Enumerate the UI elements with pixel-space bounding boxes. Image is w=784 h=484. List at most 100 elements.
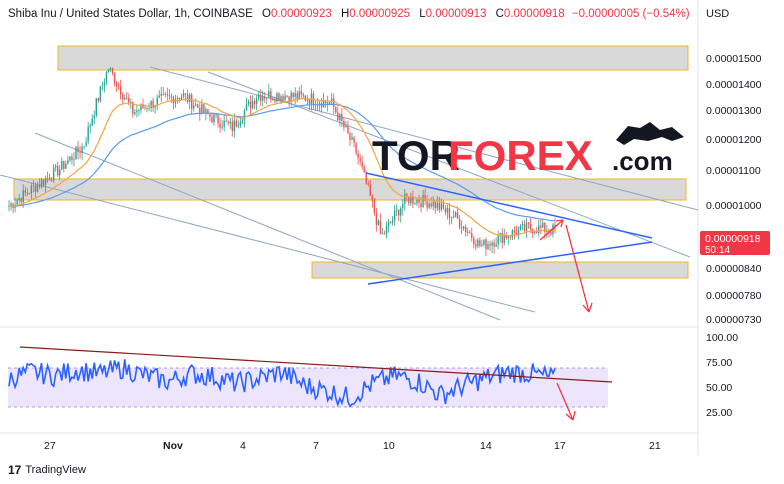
candle-body (393, 211, 396, 220)
candle-body (408, 196, 410, 204)
candle-body (52, 167, 55, 181)
candle-body (190, 94, 193, 109)
candle-body (489, 244, 491, 246)
candle-body (272, 99, 274, 101)
candle-body (507, 236, 510, 239)
candle-body (373, 200, 376, 213)
candle-body (385, 225, 388, 234)
candle-body (140, 104, 142, 111)
candle-body (32, 185, 35, 187)
candle-body (160, 93, 162, 96)
candle-body (473, 237, 475, 245)
candle-body (128, 98, 130, 103)
candle-body (168, 95, 171, 97)
candle-body (519, 225, 522, 230)
candle-body (132, 102, 134, 115)
symbol-title: Shiba Inu / United States Dollar, 1h, CO… (8, 8, 253, 20)
candle-body (436, 202, 438, 209)
candle-body (111, 68, 114, 74)
candle-body (442, 203, 445, 209)
candle-body (117, 85, 120, 87)
candle-body (162, 93, 164, 95)
resistance-zone-middle (13, 178, 687, 201)
candle-body (67, 160, 69, 164)
candle-body (400, 208, 402, 216)
currency-label: USD (706, 8, 730, 20)
candle-body (343, 121, 345, 128)
candle-body (448, 208, 451, 218)
rsi-down-arrow (556, 382, 576, 421)
candle-body (36, 184, 39, 192)
candle-body (16, 200, 18, 205)
candle-body (426, 201, 428, 208)
candle-body (251, 100, 254, 109)
candle-body (546, 231, 548, 233)
candle-body (73, 159, 75, 161)
candle-body (170, 96, 173, 98)
candle-body (296, 93, 298, 99)
candle-body (521, 224, 524, 226)
torforex-watermark: TOR FOREX .com (372, 122, 684, 179)
candle-body (479, 239, 481, 246)
rsi-line (8, 359, 556, 408)
candle-body (142, 104, 144, 109)
candle-body (231, 121, 233, 131)
candle-body (77, 146, 79, 153)
x-tick: Nov (163, 440, 183, 452)
candle-body (57, 165, 59, 176)
candle-body (538, 225, 540, 234)
candle-body (284, 95, 286, 101)
tradingview-icon: 17 (8, 463, 22, 477)
candle-body (22, 190, 24, 203)
tradingview-logo[interactable]: 17 TradingView (8, 463, 86, 477)
candle-body (523, 224, 526, 231)
rsi-tick: 25.00 (706, 407, 732, 419)
candle-body (440, 203, 443, 210)
candle-body (215, 114, 217, 116)
x-tick: 10 (383, 440, 395, 452)
candle-body (542, 222, 544, 228)
y-tick: 0.00001000 (706, 200, 762, 212)
candle-body (460, 227, 463, 229)
candle-body (371, 196, 374, 201)
candle-body (91, 118, 93, 126)
rsi-tick: 75.00 (706, 357, 732, 369)
candle-body (48, 177, 51, 181)
close-label: C (495, 8, 504, 20)
candle-body (467, 231, 469, 233)
candle-body (505, 235, 507, 239)
candle-body (245, 104, 248, 111)
candle-body (444, 208, 447, 213)
candle-body (533, 231, 536, 234)
candle-body (318, 103, 321, 105)
candle-body (369, 184, 371, 197)
candle-body (290, 92, 292, 103)
y-tick: 0.00000840 (706, 263, 762, 275)
candle-body (44, 178, 47, 185)
candle-body (264, 96, 266, 99)
candle-body (397, 209, 400, 216)
candle-body (205, 109, 207, 113)
candle-body (18, 198, 20, 201)
open-label: O (262, 8, 271, 20)
candle-body (391, 219, 394, 223)
candle-body (182, 93, 185, 97)
resistance-zone-upper (57, 45, 689, 71)
candle-body (180, 96, 183, 100)
open-value: 0.00000923 (270, 8, 332, 20)
current-price: 0.00000918 (705, 233, 761, 245)
support-zone (311, 261, 689, 279)
channel-line-2 (207, 71, 691, 258)
candle-body (515, 232, 518, 236)
candle-body (379, 220, 382, 234)
bar-countdown: 50:14 (705, 245, 730, 256)
candle-body (20, 198, 22, 203)
y-tick: 0.00000730 (706, 314, 762, 326)
candle-body (525, 222, 528, 231)
candle-body (383, 233, 386, 235)
candle-body (430, 203, 432, 207)
candle-body (536, 231, 538, 234)
candle-body (95, 98, 97, 116)
candle-body (227, 121, 229, 124)
